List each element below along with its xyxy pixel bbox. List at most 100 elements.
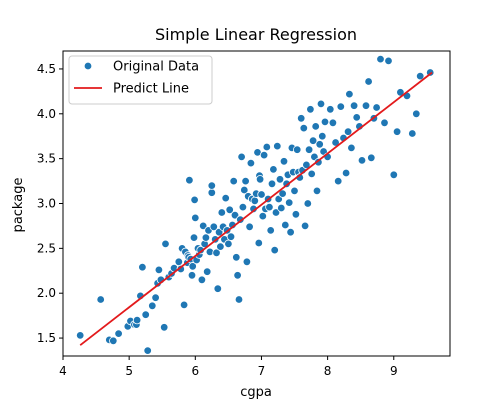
data-point [349,101,359,110]
data-point [372,103,381,112]
data-point [316,99,326,109]
data-point [290,186,299,196]
data-point [233,271,242,280]
data-point [416,71,425,81]
data-point [380,118,389,127]
data-point [347,143,356,153]
data-point [190,195,199,205]
data-point [230,210,240,220]
data-point [196,245,205,255]
x-tick-label: 7 [258,364,266,378]
data-point [341,168,351,178]
data-point [367,153,376,162]
data-point [240,185,249,195]
data-point [303,199,312,208]
data-point [242,257,252,266]
data-point [389,170,398,179]
data-point [328,118,338,127]
data-point [109,336,118,345]
x-tick-label: 9 [390,364,398,378]
data-point [189,233,199,242]
chart-title: Simple Linear Regression [155,25,357,44]
data-point [250,196,259,205]
data-point [257,190,266,199]
data-point [259,150,269,160]
data-point [187,271,197,280]
data-point [412,109,421,118]
data-point [225,205,234,214]
y-tick-label: 2.5 [37,241,56,255]
y-tick-label: 3.5 [37,152,56,166]
data-point [138,263,147,272]
data-point [148,301,157,310]
legend-label-original-data: Original Data [113,60,199,75]
data-point [277,203,286,213]
predict-line [79,71,433,346]
data-point [357,156,367,165]
data-point [271,208,281,217]
data-point [217,208,226,217]
data-point [307,169,316,179]
data-point [408,129,417,138]
y-tick-label: 2.0 [37,286,56,300]
y-tick-label: 3.0 [37,197,56,211]
data-point [364,77,373,86]
data-point [202,267,212,276]
data-point [318,131,327,141]
data-point [336,102,345,111]
data-point [179,300,189,310]
data-point [275,175,285,184]
data-point [334,176,343,186]
data-point [154,265,164,275]
data-point [241,176,250,186]
data-point [345,89,354,99]
legend-box [68,55,213,105]
x-tick-label: 6 [191,364,199,378]
x-tick-label: 4 [59,364,67,378]
data-point [234,295,244,304]
y-axis-label: package [11,178,26,233]
data-point [258,211,267,221]
data-point [185,175,194,185]
data-point [209,222,218,231]
data-point [343,127,353,136]
data-point [254,238,263,248]
data-point [232,253,241,262]
data-point [306,105,315,114]
data-point [237,152,246,162]
data-point [314,157,323,167]
data-point [270,245,279,255]
data-point [132,315,142,325]
data-point [191,213,200,223]
data-point [143,346,152,355]
data-point [96,295,105,304]
axes: 4 5 6 7 8 9 1.5 2.0 2.5 3.0 3.5 4.0 4.5 [37,50,451,378]
data-point [312,186,322,196]
data-point [201,233,211,242]
data-point [161,239,170,249]
data-point [213,284,222,293]
data-point [174,257,183,266]
data-point [266,226,275,235]
data-point [229,176,238,186]
data-point [300,221,310,231]
x-tick-label: 5 [125,364,133,378]
y-tick-label: 4.0 [37,107,56,121]
data-point [221,193,230,203]
data-point [224,239,233,249]
data-point [141,310,150,319]
data-point [262,142,271,152]
data-point [207,188,216,197]
data-point [293,145,302,154]
data-point [326,105,335,114]
data-point [265,202,274,212]
data-point [304,145,314,154]
data-point [281,220,290,230]
data-point [392,127,402,136]
data-point [352,113,361,122]
legend-marker-original-data [83,61,93,71]
data-point [291,210,301,219]
x-axis-label: cgpa [240,385,272,400]
data-point [159,323,169,332]
data-point [285,198,294,207]
